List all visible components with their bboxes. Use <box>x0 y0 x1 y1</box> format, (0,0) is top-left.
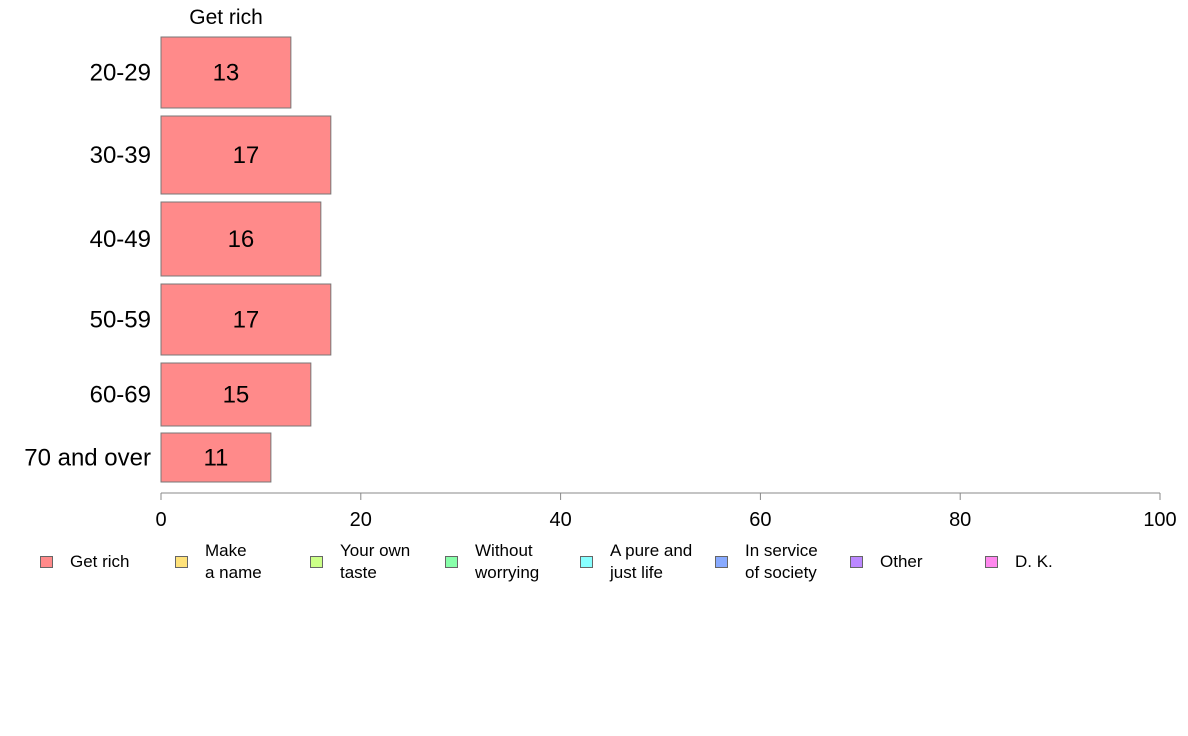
legend-label: A pure and just life <box>610 541 693 582</box>
data-label: 15 <box>223 382 250 409</box>
legend-label: Other <box>880 552 923 571</box>
legend-label: Your own taste <box>340 541 411 582</box>
legend-item: Without worrying <box>445 540 539 584</box>
legend-swatch <box>310 556 323 568</box>
data-label: 17 <box>233 142 260 169</box>
x-tick-label: 0 <box>155 509 166 531</box>
legend-label: Get rich <box>70 552 130 571</box>
bar <box>160 201 322 277</box>
legend-swatch <box>715 556 728 568</box>
category-label: 40-49 <box>90 226 151 253</box>
legend-item: Make a name <box>175 540 262 584</box>
x-tick-label: 60 <box>749 509 771 531</box>
category-label: 20-29 <box>90 60 151 87</box>
legend-item: Get rich <box>40 551 130 573</box>
legend-label: In service of society <box>745 541 818 582</box>
category-label: 50-59 <box>90 307 151 334</box>
bar <box>160 432 272 483</box>
bar <box>160 36 292 109</box>
bar <box>160 362 312 427</box>
x-tick-label: 40 <box>549 509 571 531</box>
data-label: 13 <box>213 60 240 87</box>
category-label: 30-39 <box>90 142 151 169</box>
x-tick-label: 100 <box>1143 509 1176 531</box>
category-label: 60-69 <box>90 382 151 409</box>
legend-swatch <box>175 556 188 568</box>
legend-label: D. K. <box>1015 552 1053 571</box>
bar-chart: Get rich 20-29 13 30-39 17 40-49 16 50-59 17 60-… <box>24 6 1176 531</box>
legend: Get rich Make a name Your own taste Without… <box>0 540 1188 600</box>
legend-swatch <box>445 556 458 568</box>
bar <box>160 283 332 356</box>
legend-swatch <box>580 556 593 568</box>
legend-item: Your own taste <box>310 540 410 584</box>
legend-item: A pure and just life <box>580 540 692 584</box>
legend-item: D. K. <box>985 551 1053 573</box>
x-tick-label: 20 <box>350 509 372 531</box>
legend-item: Other <box>850 551 923 573</box>
data-label: 17 <box>233 307 260 334</box>
legend-label: Without worrying <box>475 541 540 582</box>
legend-label: Make a name <box>205 541 262 582</box>
data-label: 11 <box>203 445 228 472</box>
data-label: 16 <box>228 226 255 253</box>
legend-swatch <box>850 556 863 568</box>
bar <box>160 115 332 195</box>
legend-swatch <box>40 556 53 568</box>
category-label: 70 and over <box>24 445 151 472</box>
x-tick-label: 80 <box>949 509 971 531</box>
legend-swatch <box>985 556 998 568</box>
panel-title: Get rich <box>189 6 263 29</box>
legend-item: In service of society <box>715 540 818 584</box>
